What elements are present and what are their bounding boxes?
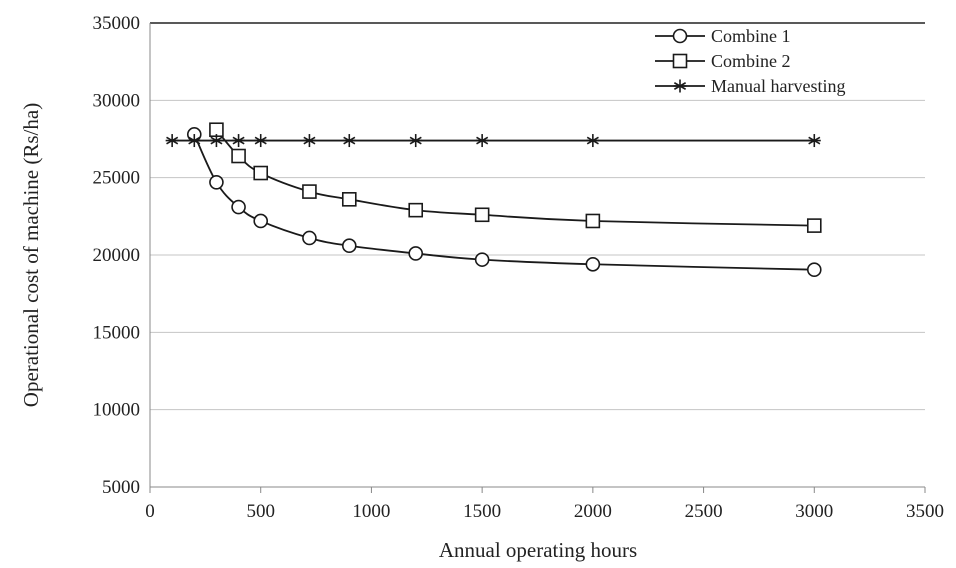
gridlines [150,22,925,411]
combine-1-point [806,262,822,277]
x-tick-label: 0 [145,501,155,522]
combine-1-point [585,256,601,272]
y-tick-label: 35000 [93,13,141,34]
x-tick-label: 3500 [906,501,944,522]
y-tick-label: 20000 [93,245,141,266]
y-axis-title: Operational cost of machine (Rs/ha) [19,103,43,407]
manual-harvesting-point [409,134,423,148]
y-tick-label: 30000 [93,90,141,111]
series-manual-harvesting [165,134,821,148]
combine-1-point [302,230,317,246]
combine-1-point [341,238,357,254]
y-tick-label: 5000 [102,477,140,498]
combine-2-point [806,218,822,233]
combine-1-point [474,252,490,267]
legend-combine-1-point [672,28,688,44]
combine-1-line [193,133,815,271]
combine-2-point [253,165,269,181]
axes [149,23,926,493]
manual-harvesting-point [209,134,223,148]
y-tick-label: 25000 [93,168,141,189]
manual-harvesting-point [187,134,201,148]
legend-item-combine-2: Combine 2 [655,51,791,71]
combine-1-point [253,213,269,229]
combine-1-point [209,175,224,190]
y-tick-label: 15000 [93,322,141,343]
combine-2-point [408,202,424,218]
legend: Combine 1 Combine 2 Manual harvesting [655,26,845,96]
legend-label: Combine 2 [711,51,791,71]
manual-harvesting-point [254,134,268,148]
x-tick-label: 2000 [574,501,612,522]
combine-2-line [215,129,815,227]
x-axis-title: Annual operating hours [439,538,637,562]
combine-2-point [585,213,601,229]
x-tick-label: 1000 [352,501,390,522]
combine-2-point [341,192,357,207]
combine-2-point [302,184,317,199]
x-tick-label: 2500 [685,501,723,522]
manual-harvesting-point [586,134,600,148]
series-combine-1 [186,127,822,277]
manual-harvesting-point [807,134,821,148]
legend-manual-harvesting-point [673,79,687,93]
manual-harvesting-point [165,134,179,148]
legend-item-manual-harvesting: Manual harvesting [655,76,845,96]
legend-label: Manual harvesting [711,76,845,96]
manual-harvesting-point [302,134,316,148]
x-tick-label: 3000 [795,501,833,522]
manual-harvesting-point [475,134,489,148]
combine-1-point [408,246,424,261]
manual-harvesting-point [232,134,246,148]
x-tick-label: 1500 [463,501,501,522]
y-tick-label: 10000 [93,400,141,421]
legend-label: Combine 1 [711,26,791,46]
legend-combine-2-point [672,53,688,69]
legend-item-combine-1: Combine 1 [655,26,791,46]
combine-1-point [231,199,246,215]
combine-2-point [474,207,490,223]
series-layer [165,122,822,277]
manual-harvesting-point [342,134,356,148]
tick-labels: 5000 10000 15000 20000 25000 30000 35000 0 500 10… [93,13,945,522]
x-tick-label: 500 [246,501,275,522]
combine-2-point [231,148,246,164]
